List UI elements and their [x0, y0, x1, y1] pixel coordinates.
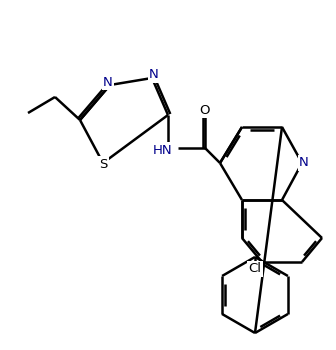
Text: N: N [299, 156, 309, 169]
Text: N: N [149, 69, 159, 82]
Text: N: N [103, 76, 113, 89]
Text: HN: HN [153, 144, 173, 156]
Text: O: O [200, 104, 210, 117]
Text: Cl: Cl [249, 262, 261, 275]
Text: S: S [99, 158, 107, 170]
